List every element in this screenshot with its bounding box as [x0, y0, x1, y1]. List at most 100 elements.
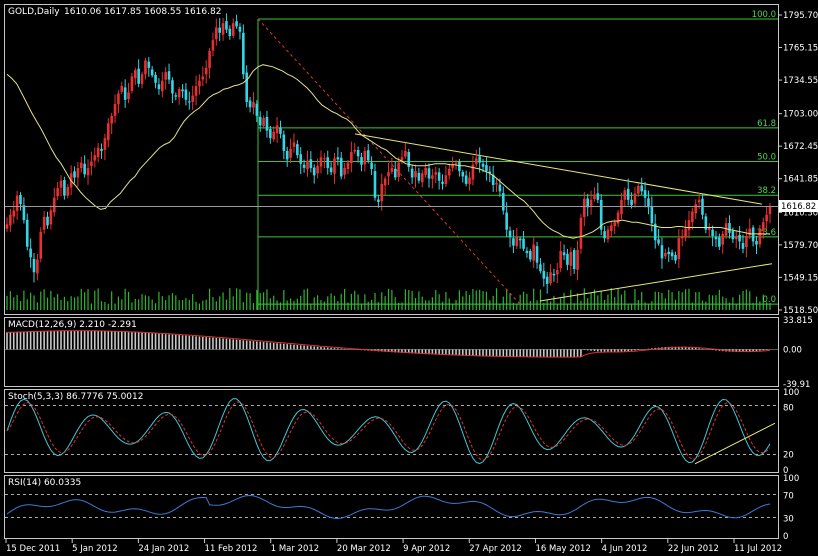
trend-lines[interactable] — [354, 133, 773, 302]
candle-body — [66, 187, 70, 196]
candle-body — [491, 174, 495, 185]
stoch-tick-label: 80 — [783, 404, 794, 414]
candle-body — [694, 204, 698, 214]
candle-body — [650, 206, 654, 224]
price-panel-title: GOLD,Daily — [8, 7, 60, 17]
macd-tick-label: 0.00 — [783, 345, 802, 355]
candle-body — [542, 270, 546, 279]
last-price-label: 1616.82 — [781, 202, 816, 212]
candle-body — [269, 128, 272, 139]
candle-body — [589, 199, 593, 207]
candle-body — [127, 92, 130, 100]
candle-body — [360, 157, 363, 165]
price-tick-label: 1549.15 — [783, 273, 818, 283]
candle-body — [319, 157, 323, 167]
candle-body — [684, 228, 687, 238]
time-tick-label: 27 Apr 2012 — [469, 544, 522, 554]
rsi-panel-title: RSI(14) 60.0335 — [8, 478, 81, 488]
candle-body — [130, 76, 134, 91]
candle-body — [393, 168, 397, 178]
candle-body — [704, 216, 708, 230]
candle-body — [572, 250, 576, 270]
price-axis: 1795.70 1765.15 1734.55 1703.00 1672.45 1641.… — [778, 11, 818, 316]
time-tick-label: 15 Dec 2011 — [6, 544, 60, 554]
candle-body — [397, 162, 400, 177]
candle-body — [755, 241, 758, 245]
candle-body — [110, 115, 113, 124]
candle-body — [363, 150, 367, 165]
candle-body — [721, 233, 725, 245]
candle-body — [49, 210, 53, 225]
candle-body — [761, 222, 765, 232]
candle-body — [599, 199, 603, 230]
price-tick-label: 1703.00 — [783, 110, 818, 120]
candle-body — [83, 163, 86, 175]
candle-body — [505, 212, 508, 230]
candle-body — [103, 138, 107, 150]
candle-body — [603, 231, 606, 239]
candle-body — [498, 184, 502, 192]
candle-body — [282, 134, 286, 151]
candle-body — [380, 183, 384, 202]
candle-body — [532, 244, 535, 261]
volume-bars — [6, 288, 771, 310]
candle-body — [657, 239, 660, 244]
candle-body — [218, 27, 221, 33]
price-tick-label: 1518.50 — [783, 306, 818, 316]
candle-body — [161, 80, 164, 92]
candle-body — [296, 144, 299, 156]
candle-body — [350, 151, 353, 164]
candle-body — [15, 195, 19, 211]
candle-body — [569, 252, 573, 266]
candle-body — [633, 193, 637, 204]
stoch-panel-frame — [4, 389, 779, 473]
candle-body — [353, 149, 357, 152]
candle-body — [235, 21, 238, 27]
candle-body — [299, 154, 303, 164]
candle-body — [90, 161, 93, 166]
candle-body — [215, 27, 218, 40]
candle-body — [528, 250, 532, 260]
fibonacci-retracement[interactable]: 100.0 61.8 50.0 38.2 23.6 0.0 — [257, 10, 778, 310]
macd-signal-line — [6, 330, 771, 358]
candle-body — [407, 151, 411, 167]
candle-body — [366, 150, 370, 161]
candle-body — [680, 236, 684, 239]
candle-body — [123, 87, 127, 100]
candle-body — [377, 199, 380, 202]
candle-body — [46, 216, 49, 226]
candle-body — [373, 171, 377, 198]
time-axis: 15 Dec 2011 5 Jan 2012 24 Jan 2012 11 Feb 2… — [5, 539, 782, 554]
candle-body — [522, 238, 525, 249]
candle-body — [275, 125, 279, 134]
candle-body — [333, 158, 336, 174]
candle-body — [390, 167, 394, 172]
candle-body — [208, 50, 211, 69]
candle-body — [758, 229, 762, 245]
candle-body — [559, 250, 562, 269]
candle-body — [177, 89, 181, 98]
rsi-panel-frame — [4, 475, 779, 539]
candle-body — [329, 167, 333, 173]
candle-body — [39, 231, 43, 259]
macd-panel-title: MACD(12,26,9) 2.210 -2.291 — [8, 320, 137, 330]
candle-body — [478, 156, 481, 163]
candle-body — [204, 67, 208, 75]
candle-body — [238, 26, 242, 32]
price-candles[interactable] — [5, 13, 772, 294]
candle-body — [417, 172, 421, 181]
candle-body — [42, 216, 46, 230]
candle-body — [59, 180, 63, 188]
candle-body — [653, 223, 657, 241]
candle-body — [73, 171, 76, 178]
candle-body — [471, 164, 475, 180]
candle-body — [586, 198, 589, 208]
price-tick-label: 1672.45 — [783, 142, 818, 152]
candle-body — [495, 182, 498, 185]
candle-body — [289, 148, 292, 158]
candle-body — [768, 206, 772, 214]
candle-body — [228, 28, 232, 36]
candle-body — [63, 180, 66, 196]
